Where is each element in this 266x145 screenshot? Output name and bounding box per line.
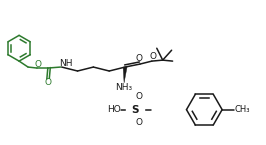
Text: NH: NH (59, 59, 72, 68)
Text: HO: HO (107, 105, 121, 114)
Text: O: O (34, 60, 41, 69)
Text: O: O (44, 78, 51, 87)
Text: CH₃: CH₃ (234, 105, 250, 114)
Text: O: O (135, 54, 142, 63)
Text: O: O (136, 118, 143, 127)
Text: O: O (136, 92, 143, 101)
Polygon shape (123, 67, 127, 83)
Text: S: S (131, 105, 139, 115)
Text: NH₃: NH₃ (115, 83, 133, 92)
Text: O: O (149, 52, 156, 61)
